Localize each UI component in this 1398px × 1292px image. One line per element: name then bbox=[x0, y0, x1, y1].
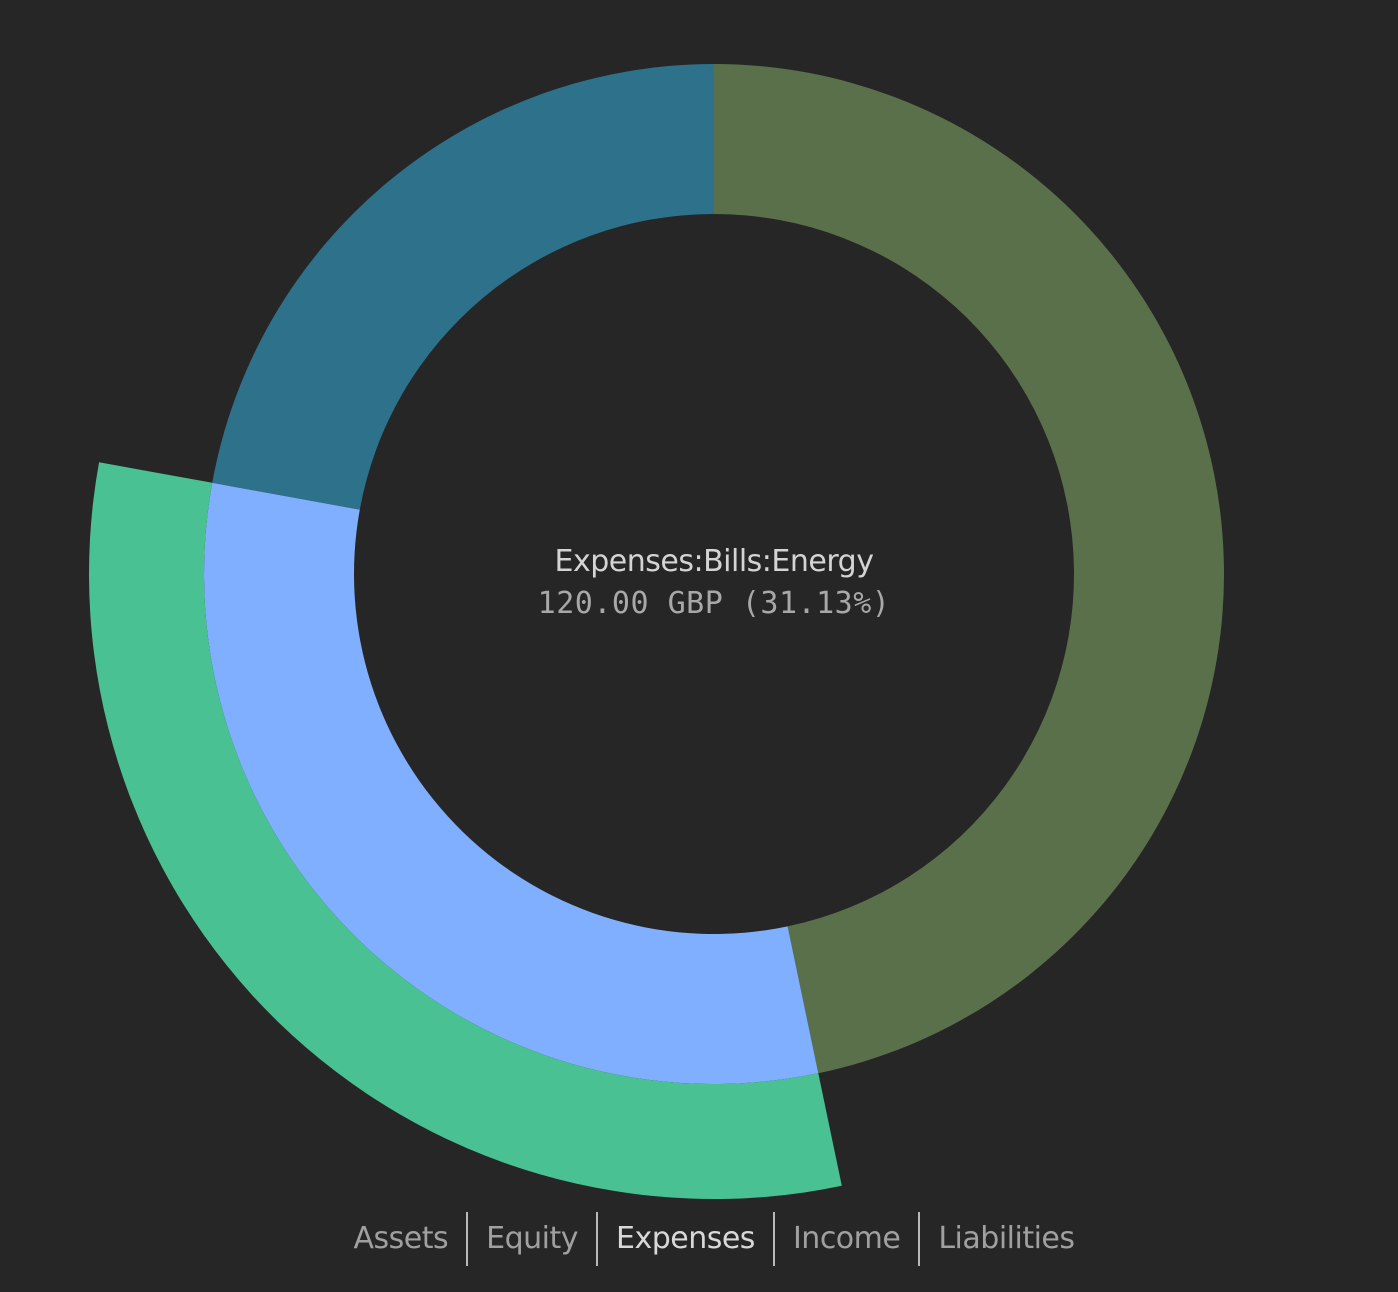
legend-divider bbox=[596, 1212, 598, 1266]
sunburst-segment-expenses-bills-energy[interactable] bbox=[204, 482, 819, 1085]
sunburst-segment-segment-teal[interactable] bbox=[212, 64, 714, 510]
legend-divider bbox=[772, 1212, 775, 1266]
sunburst-segment-hover-highlight-energy[interactable] bbox=[88, 462, 842, 1199]
sunburst-segment-segment-olive[interactable] bbox=[714, 64, 1225, 1074]
legend-item-expenses[interactable]: Expenses bbox=[616, 1221, 755, 1256]
legend-item-income[interactable]: Income bbox=[792, 1221, 901, 1256]
legend-item-liabilities[interactable]: Liabilities bbox=[938, 1221, 1075, 1256]
legend-divider bbox=[918, 1212, 921, 1266]
legend-item-assets[interactable]: Assets bbox=[353, 1221, 449, 1256]
legend-item-equity[interactable]: Equity bbox=[486, 1221, 578, 1256]
account-type-legend: Assets Equity Expenses Income Liabilitie… bbox=[0, 1212, 1398, 1266]
legend-divider bbox=[466, 1212, 469, 1266]
